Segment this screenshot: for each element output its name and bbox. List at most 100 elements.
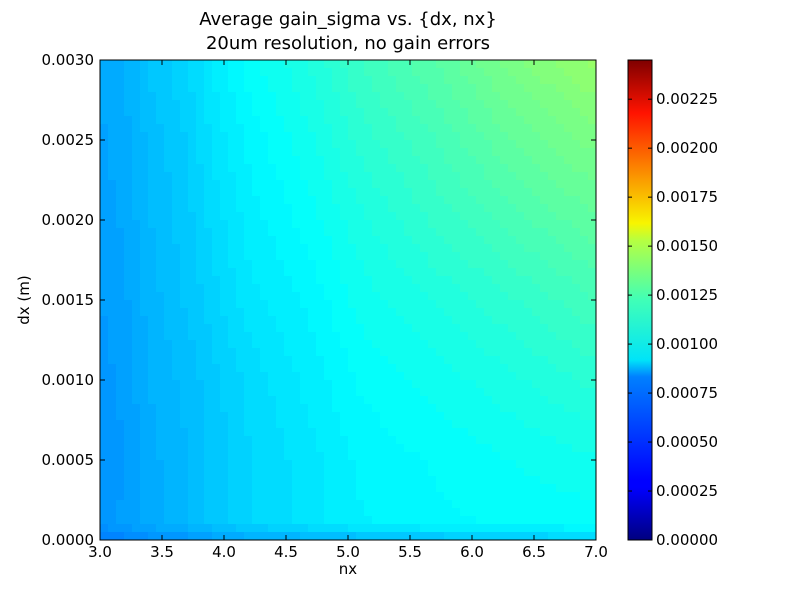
- contour-cell: [572, 220, 581, 229]
- contour-cell: [364, 524, 373, 533]
- contour-cell: [524, 124, 533, 133]
- contour-cell: [380, 172, 389, 181]
- contour-cell: [492, 300, 501, 309]
- contour-cell: [540, 380, 549, 389]
- contour-cell: [212, 340, 221, 349]
- contour-cell: [244, 276, 253, 285]
- contour-cell: [388, 332, 397, 341]
- contour-cell: [284, 124, 293, 133]
- contour-cell: [396, 68, 405, 77]
- contour-cell: [508, 268, 517, 277]
- contour-cell: [548, 228, 557, 237]
- contour-cell: [492, 452, 501, 461]
- contour-cell: [588, 212, 596, 221]
- contour-cell: [420, 396, 429, 405]
- contour-cell: [188, 148, 197, 157]
- contour-cell: [332, 268, 341, 277]
- contour-cell: [156, 468, 165, 477]
- contour-cell: [100, 244, 109, 253]
- contour-cell: [452, 340, 461, 349]
- contour-cell: [580, 332, 589, 341]
- contour-cell: [404, 220, 413, 229]
- contour-cell: [388, 156, 397, 165]
- contour-cell: [164, 396, 173, 405]
- contour-cell: [140, 148, 149, 157]
- contour-cell: [492, 412, 501, 421]
- contour-cell: [228, 116, 237, 125]
- contour-cell: [548, 316, 557, 325]
- contour-cell: [340, 476, 349, 485]
- contour-cell: [556, 316, 565, 325]
- contour-cell: [180, 372, 189, 381]
- contour-cell: [340, 364, 349, 373]
- contour-cell: [196, 356, 205, 365]
- contour-cell: [300, 124, 309, 133]
- contour-cell: [204, 316, 213, 325]
- contour-cell: [292, 92, 301, 101]
- contour-cell: [228, 340, 237, 349]
- contour-cell: [116, 236, 125, 245]
- contour-cell: [100, 228, 109, 237]
- contour-cell: [428, 460, 437, 469]
- contour-cell: [116, 444, 125, 453]
- contour-cell: [116, 428, 125, 437]
- contour-cell: [428, 116, 437, 125]
- contour-cell: [236, 84, 245, 93]
- contour-cell: [404, 412, 413, 421]
- contour-cell: [404, 300, 413, 309]
- contour-cell: [164, 476, 173, 485]
- contour-cell: [564, 268, 573, 277]
- contour-cell: [116, 124, 125, 133]
- contour-cell: [268, 124, 277, 133]
- contour-cell: [580, 124, 589, 133]
- contour-cell: [460, 500, 469, 509]
- contour-cell: [364, 380, 373, 389]
- x-axis-label: nx: [339, 560, 358, 578]
- contour-cell: [284, 292, 293, 301]
- contour-cell: [380, 148, 389, 157]
- contour-cell: [124, 420, 133, 429]
- contour-cell: [444, 412, 453, 421]
- contour-cell: [236, 188, 245, 197]
- contour-cell: [572, 428, 581, 437]
- contour-cell: [428, 484, 437, 493]
- contour-cell: [284, 372, 293, 381]
- contour-cell: [204, 180, 213, 189]
- contour-cell: [228, 452, 237, 461]
- contour-cell: [356, 340, 365, 349]
- contour-cell: [372, 436, 381, 445]
- contour-cell: [540, 396, 549, 405]
- contour-cell: [348, 388, 357, 397]
- contour-cell: [260, 180, 269, 189]
- contour-cell: [308, 508, 317, 517]
- contour-cell: [116, 172, 125, 181]
- contour-cell: [268, 396, 277, 405]
- contour-cell: [476, 444, 485, 453]
- contour-cell: [332, 100, 341, 109]
- contour-cell: [548, 436, 557, 445]
- contour-cell: [428, 196, 437, 205]
- contour-cell: [228, 508, 237, 517]
- contour-cell: [500, 444, 509, 453]
- contour-cell: [292, 324, 301, 333]
- contour-cell: [340, 516, 349, 525]
- contour-cell: [244, 196, 253, 205]
- contour-cell: [364, 140, 373, 149]
- contour-cell: [116, 324, 125, 333]
- contour-cell: [580, 92, 589, 101]
- contour-cell: [236, 380, 245, 389]
- contour-cell: [180, 444, 189, 453]
- contour-cell: [428, 372, 437, 381]
- contour-cell: [588, 300, 596, 309]
- contour-cell: [548, 492, 557, 501]
- contour-cell: [244, 420, 253, 429]
- contour-cell: [100, 524, 109, 533]
- contour-cell: [236, 356, 245, 365]
- contour-cell: [276, 284, 285, 293]
- contour-cell: [244, 516, 253, 525]
- contour-cell: [292, 492, 301, 501]
- contour-cell: [180, 100, 189, 109]
- contour-cell: [100, 236, 109, 245]
- contour-cell: [252, 500, 261, 509]
- contour-cell: [556, 156, 565, 165]
